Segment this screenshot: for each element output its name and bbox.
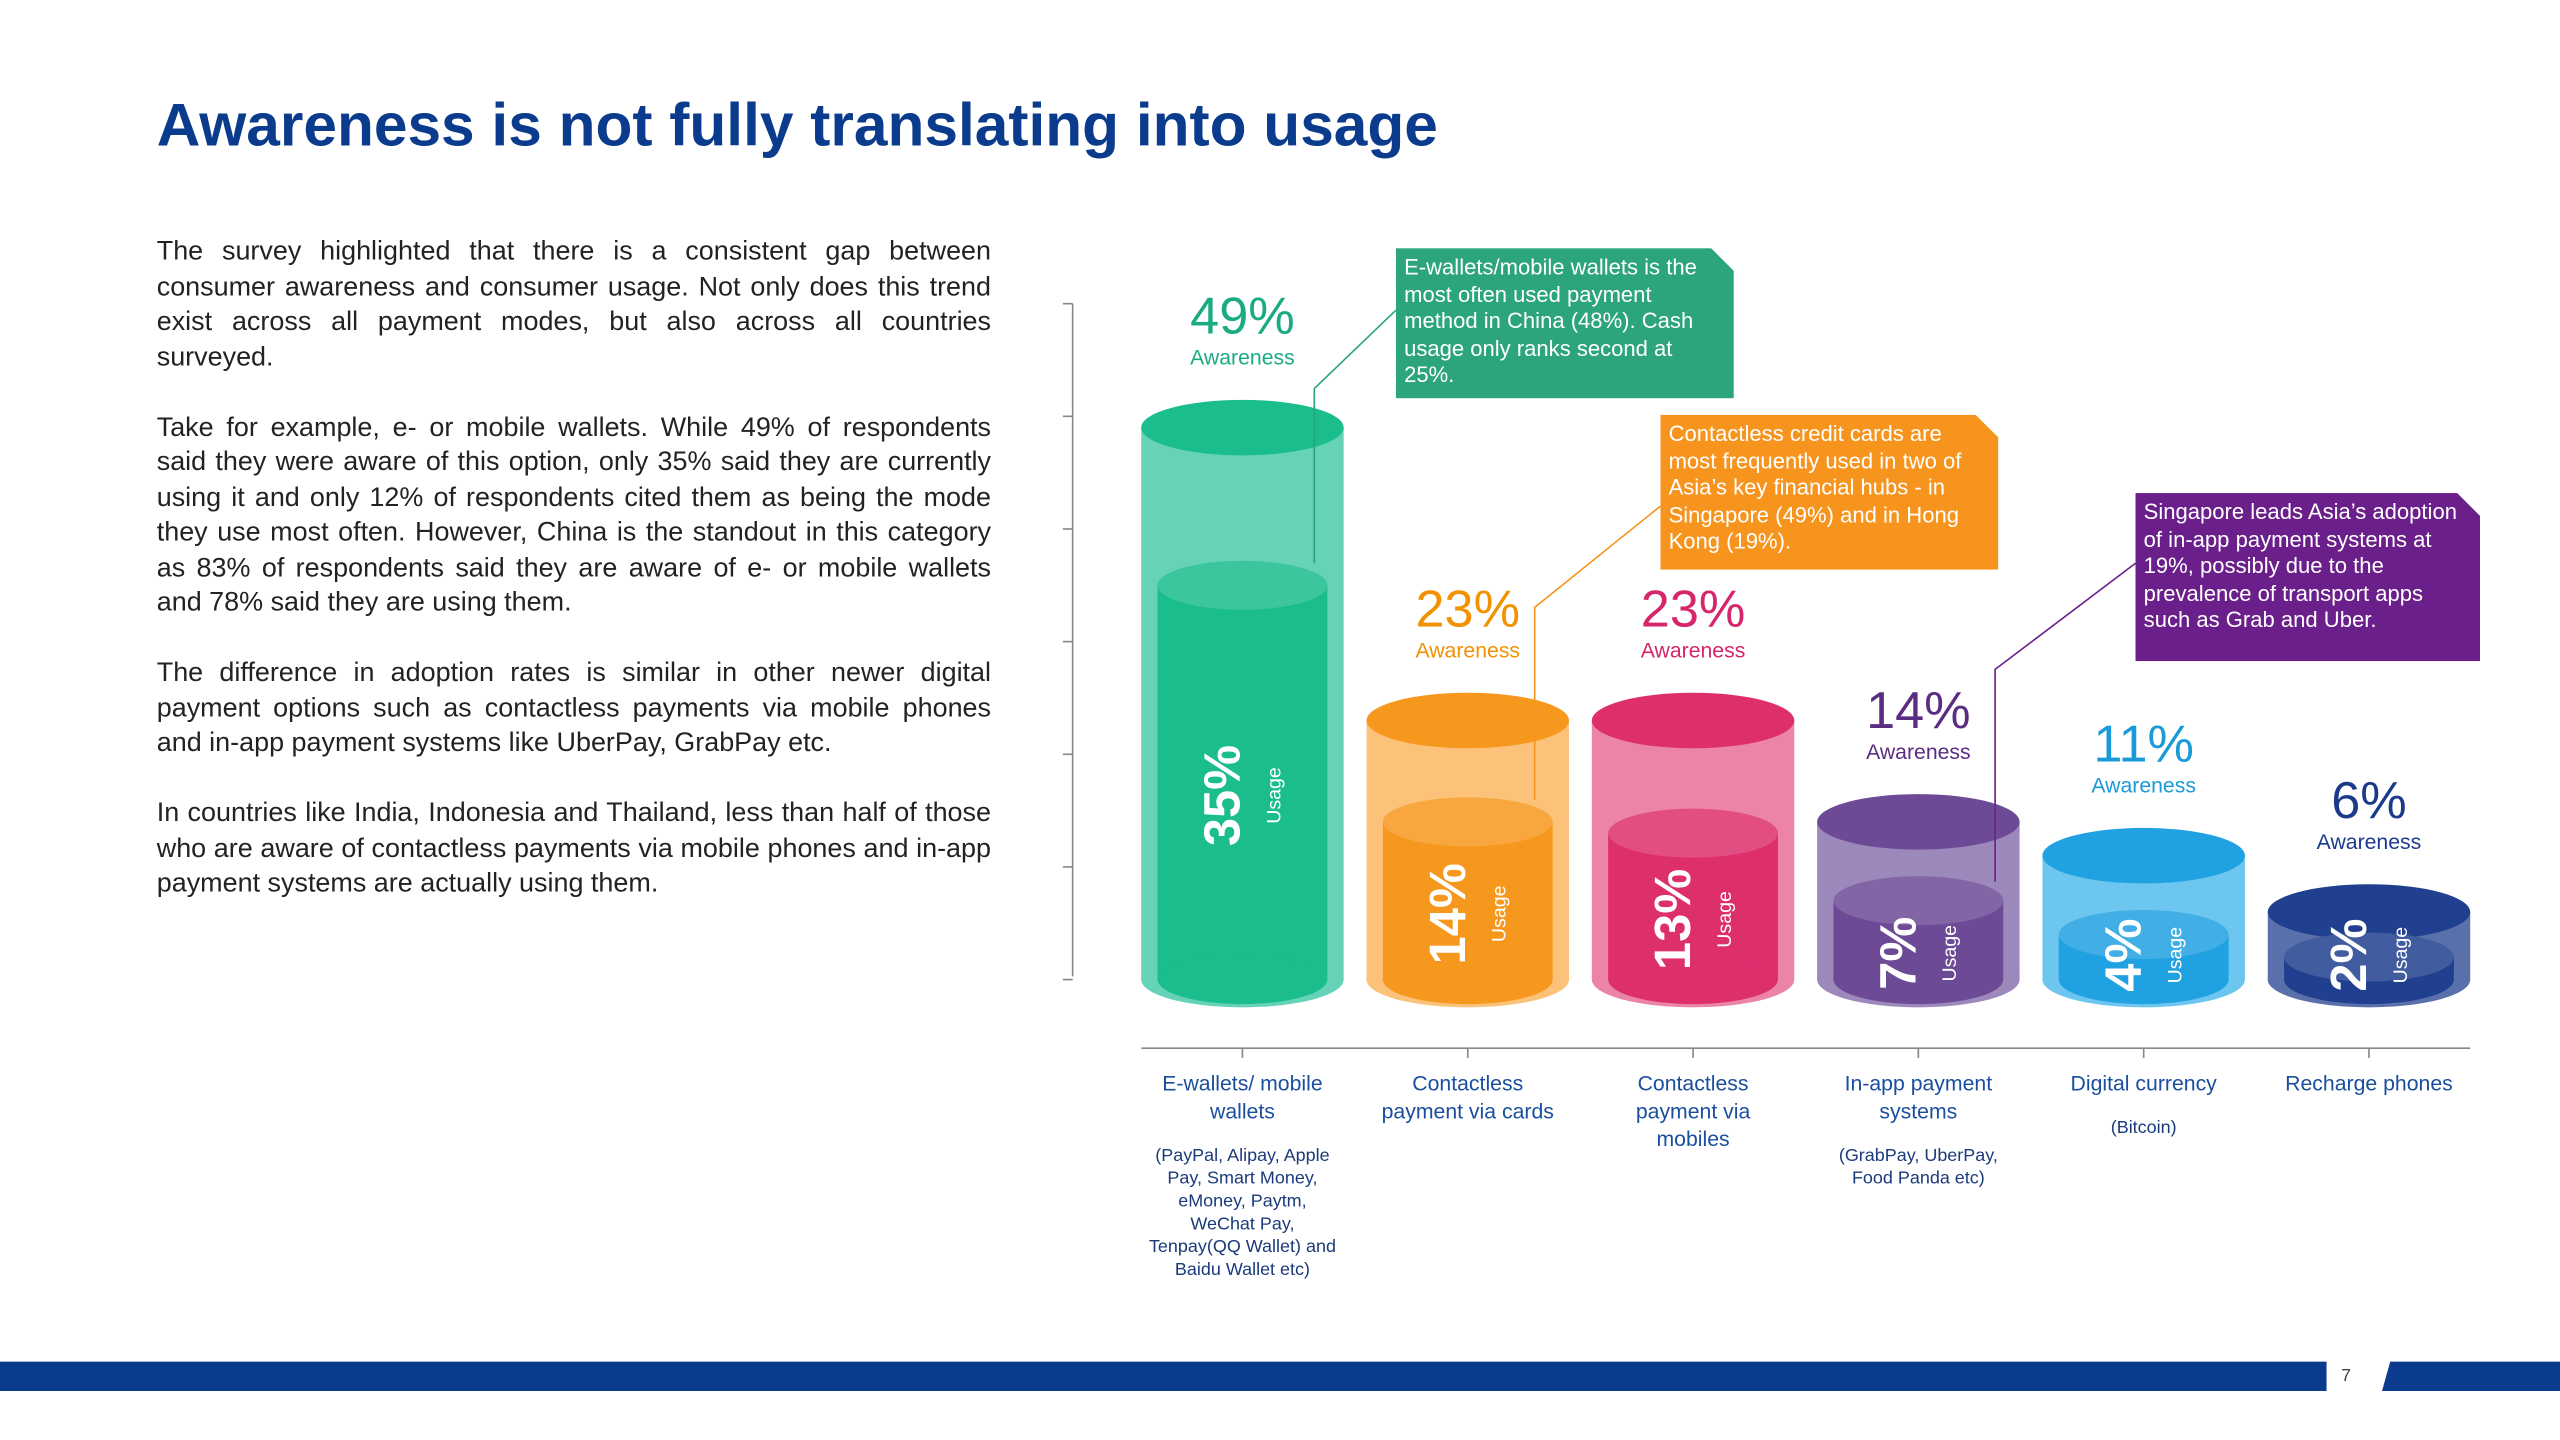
usage-cylinder-highlight: [1608, 808, 1778, 858]
category-label: Recharge phones: [2285, 1071, 2453, 1096]
paragraph: In countries like India, Indonesia and T…: [156, 798, 992, 898]
usage-cylinder-base: [1833, 955, 2004, 1005]
awareness-value-label: 23%: [1641, 581, 1746, 639]
awareness-cylinder-top: [2042, 827, 2245, 884]
usage-cylinder-top: [2284, 932, 2454, 982]
page-number: 7: [2341, 1365, 2351, 1385]
usage-cylinder-highlight: [2284, 932, 2454, 982]
usage-cylinder-base: [1382, 955, 1553, 1005]
awareness-label: Awareness: [1415, 640, 1520, 663]
usage-cylinder-highlight: [1833, 876, 2004, 926]
awareness-cylinder-top: [1817, 794, 2020, 850]
category-label: Contactless payment via cards: [1381, 1071, 1554, 1124]
awareness-cylinder-top: [1366, 692, 1569, 749]
usage-label: Usage: [2390, 927, 2412, 984]
usage-cylinder-top: [1382, 797, 1553, 847]
title: Awareness is not fully translating into …: [156, 91, 1438, 159]
annotation-connector: [1994, 562, 2136, 882]
category-note: (PayPal, Alipay, Apple Pay, Smart Money,…: [1148, 1146, 1336, 1280]
paragraph: The difference in adoption rates is simi…: [156, 657, 992, 758]
category-label: Digital currency: [2070, 1071, 2217, 1096]
body-text: The survey highlighted that there is a c…: [157, 235, 991, 937]
awareness-value-label: 6%: [2331, 772, 2407, 830]
usage-cylinder-base: [2058, 955, 2229, 1005]
usage-cylinder-body: [1382, 821, 1553, 980]
annotation-connector: [1313, 309, 1397, 564]
usage-label: Usage: [1939, 925, 1961, 982]
usage-cylinder-base: [1608, 955, 1778, 1005]
awareness-label: Awareness: [1866, 741, 1971, 764]
usage-value-label: 7%: [1869, 917, 1926, 990]
annotation: Contactless credit cards are most freque…: [1660, 415, 1998, 570]
usage-label: Usage: [1263, 767, 1285, 824]
category-note: (Bitcoin): [2110, 1118, 2177, 1138]
awareness-label: Awareness: [2091, 775, 2196, 798]
awareness-value-label: 49%: [1190, 288, 1295, 346]
usage-cylinder-base: [1157, 955, 1328, 1005]
usage-value-label: 4%: [2095, 919, 2152, 992]
awareness-label: Awareness: [1641, 640, 1746, 663]
awareness-cylinder-top: [1141, 399, 1344, 456]
usage-value-label: 14%: [1419, 863, 1476, 964]
usage-label: Usage: [1489, 885, 1511, 942]
paragraph: Take for example, e- or mobile wallets. …: [156, 412, 992, 618]
category-note: (GrabPay, UberPay, Food Panda etc): [1838, 1146, 1998, 1189]
footer-bar: [2382, 1361, 2560, 1392]
usage-cylinder-body: [1157, 585, 1328, 980]
annotation-connector: [1533, 505, 1661, 800]
annotation: E-wallets/mobile wallets is the most oft…: [1396, 248, 1734, 398]
usage-cylinder-highlight: [2058, 910, 2229, 960]
awareness-cylinder-top: [2267, 884, 2471, 940]
usage-value-label: 13%: [1644, 869, 1701, 970]
awareness-value-label: 14%: [1866, 682, 1971, 740]
awareness-value-label: 11%: [2093, 716, 2194, 774]
usage-value-label: 35%: [1193, 745, 1250, 846]
usage-cylinder-highlight: [1157, 560, 1328, 610]
usage-cylinder-top: [1833, 876, 2004, 926]
usage-label: Usage: [2164, 927, 2186, 984]
category-label: Contactless payment via mobiles: [1635, 1071, 1751, 1152]
awareness-label: Awareness: [1190, 347, 1295, 370]
usage-label: Usage: [1714, 891, 1736, 948]
category-label: In-app payment systems: [1844, 1071, 1993, 1124]
usage-cylinder-top: [1608, 808, 1778, 858]
usage-cylinder-top: [1157, 560, 1328, 610]
footer-bar: [0, 1361, 2327, 1392]
usage-value-label: 2%: [2320, 919, 2377, 992]
paragraph: The survey highlighted that there is a c…: [156, 236, 992, 372]
usage-cylinder-top: [2058, 910, 2229, 960]
annotation: Singapore leads Asia’s adoption of in-ap…: [2136, 493, 2480, 661]
awareness-value-label: 23%: [1415, 581, 1520, 639]
usage-cylinder-highlight: [1382, 797, 1553, 847]
awareness-cylinder-top: [1591, 692, 1795, 749]
awareness-label: Awareness: [2317, 831, 2422, 854]
category-label: E-wallets/ mobile wallets: [1162, 1071, 1323, 1124]
